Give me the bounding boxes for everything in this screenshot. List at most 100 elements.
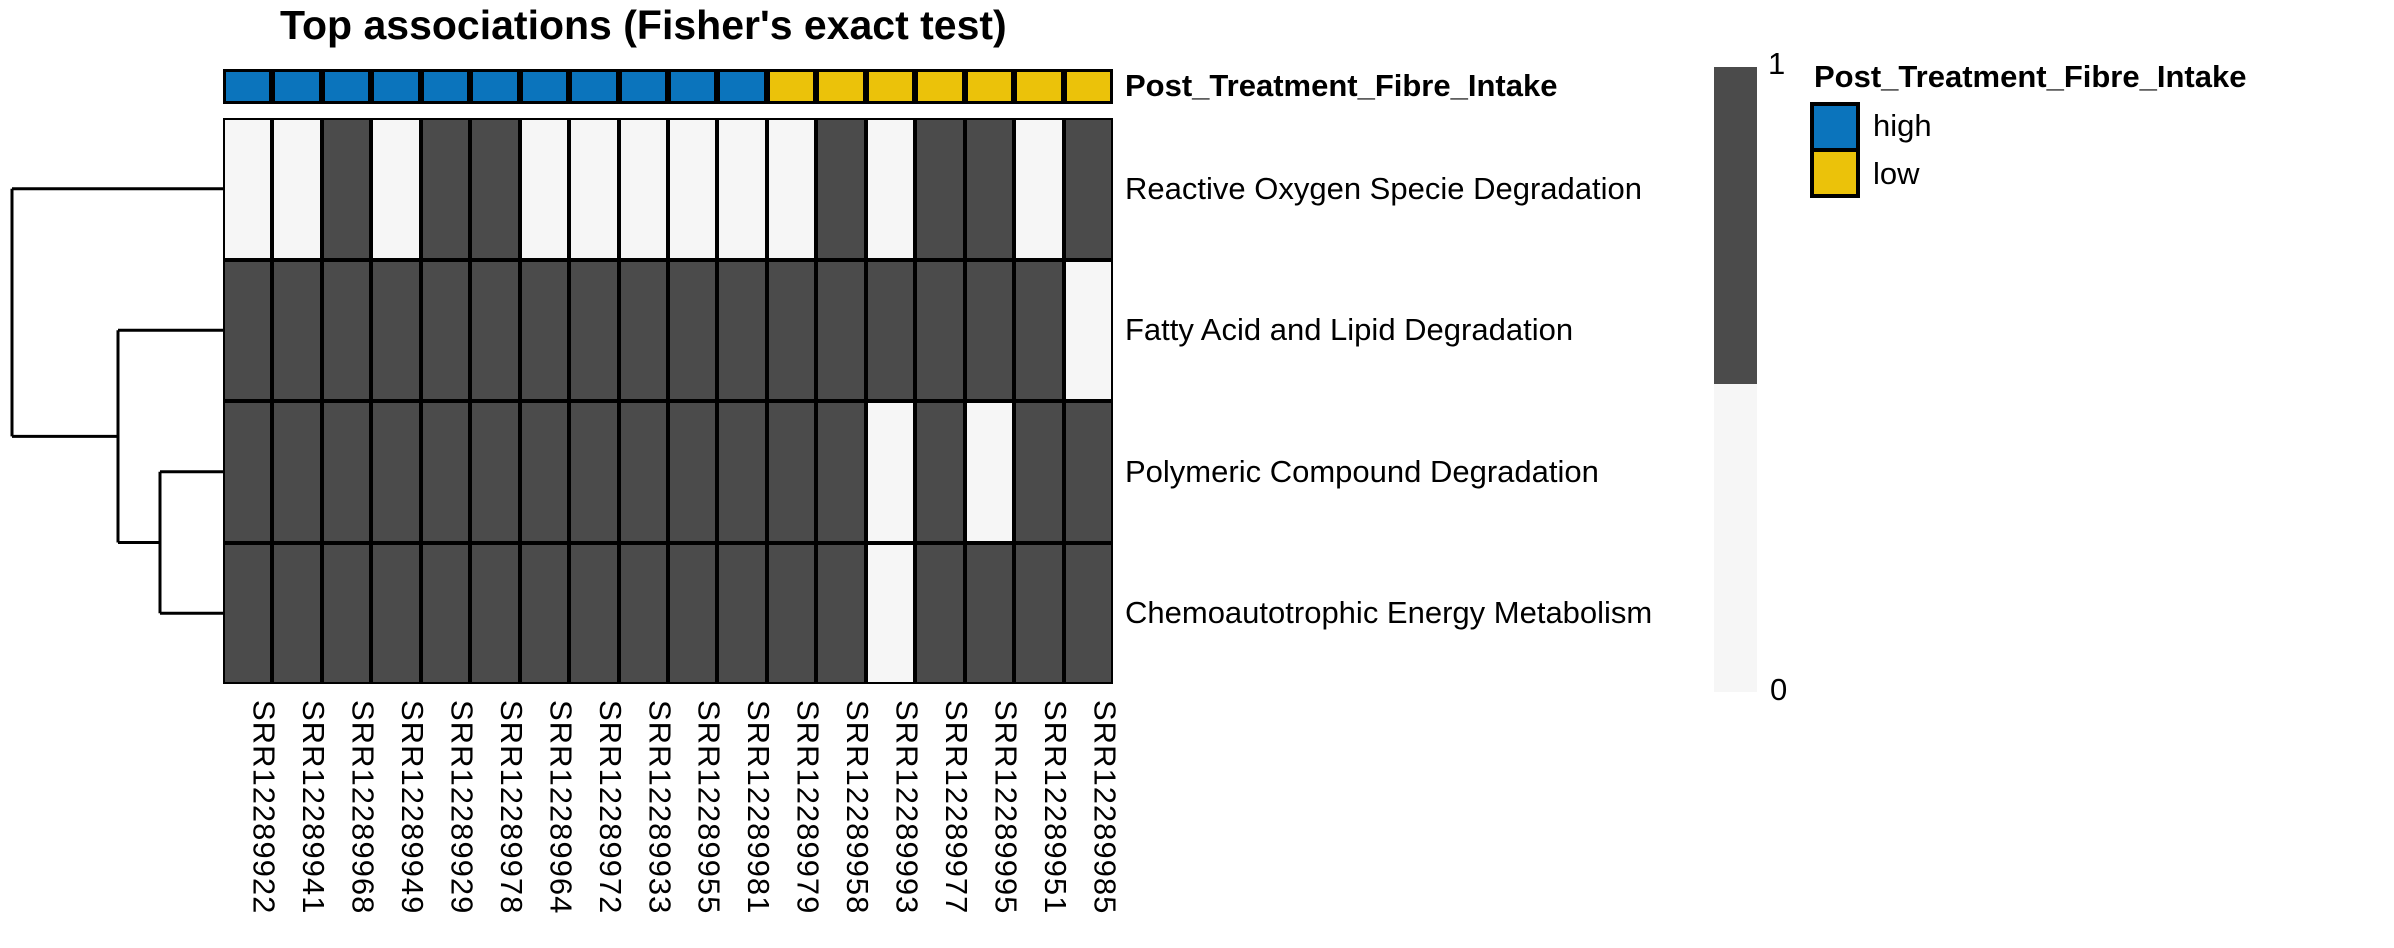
- heatmap-cell: [371, 401, 421, 543]
- annotation-cell-SRR12289933: [619, 69, 668, 104]
- annotation-cell-SRR12289981: [717, 69, 767, 104]
- heatmap-cell: [717, 118, 767, 260]
- heatmap-cell: [866, 543, 915, 684]
- annotation-cell-SRR12289949: [371, 69, 421, 104]
- heatmap-cell: [1064, 118, 1113, 260]
- heatmap-cell: [569, 543, 619, 684]
- row-label: Reactive Oxygen Specie Degradation: [1125, 170, 1642, 206]
- legend-label-low: low: [1873, 156, 1920, 191]
- value-legend-max-label: 1: [1768, 46, 1786, 81]
- column-label: SRR12289979: [790, 700, 826, 915]
- chart-title: Top associations (Fisher's exact test): [280, 2, 1007, 48]
- column-label: SRR12289929: [444, 700, 480, 915]
- heatmap-cell: [569, 401, 619, 543]
- heatmap-cell: [915, 401, 965, 543]
- annotation-cell-SRR12289985: [1064, 69, 1113, 104]
- heatmap-cell: [223, 260, 272, 401]
- heatmap-cell: [767, 401, 816, 543]
- annotation-cell-SRR12289968: [322, 69, 371, 104]
- legend-swatch-low: [1814, 152, 1856, 194]
- heatmap-cell: [520, 118, 569, 260]
- heatmap-cell: [1014, 543, 1064, 684]
- heatmap-cell: [371, 543, 421, 684]
- column-label: SRR12289922: [246, 700, 282, 915]
- row-label: Fatty Acid and Lipid Degradation: [1125, 312, 1574, 348]
- heatmap-cell: [668, 543, 717, 684]
- heatmap-cell: [1064, 543, 1113, 684]
- annotation-cell-SRR12289972: [569, 69, 619, 104]
- heatmap-cell: [520, 401, 569, 543]
- heatmap-cell: [717, 260, 767, 401]
- heatmap-cell: [965, 543, 1014, 684]
- heatmap-cell: [915, 543, 965, 684]
- heatmap-cell: [470, 543, 520, 684]
- column-annotation-label: Post_Treatment_Fibre_Intake: [1125, 68, 1558, 103]
- heatmap-cell: [619, 543, 668, 684]
- heatmap-cell: [965, 260, 1014, 401]
- annotation-cell-SRR12289964: [520, 69, 569, 104]
- column-label: SRR12289993: [889, 700, 925, 915]
- column-label: SRR12289995: [988, 700, 1024, 915]
- heatmap-cell: [1014, 401, 1064, 543]
- column-label: SRR12289933: [642, 700, 678, 915]
- column-label: SRR12289958: [840, 700, 876, 915]
- heatmap-cell: [866, 260, 915, 401]
- heatmap-cell: [668, 260, 717, 401]
- column-label: SRR12289951: [1037, 700, 1073, 915]
- value-legend-bar-low: [1714, 384, 1757, 692]
- heatmap-cell: [866, 401, 915, 543]
- column-label: SRR12289941: [296, 700, 332, 915]
- heatmap-cell: [470, 118, 520, 260]
- heatmap-cell: [1064, 260, 1113, 401]
- heatmap-cell: [272, 260, 322, 401]
- heatmap-cell: [322, 260, 371, 401]
- heatmap-cell: [767, 260, 816, 401]
- annotation-cell-SRR12289977: [915, 69, 965, 104]
- heatmap-cell: [668, 118, 717, 260]
- heatmap-cell: [421, 543, 470, 684]
- heatmap-cell: [520, 260, 569, 401]
- heatmap-cell: [965, 118, 1014, 260]
- heatmap-cell: [1014, 118, 1064, 260]
- heatmap-cell: [619, 118, 668, 260]
- annotation-cell-SRR12289929: [421, 69, 470, 104]
- heatmap-cell: [668, 401, 717, 543]
- heatmap-cell: [421, 401, 470, 543]
- column-label: SRR12289981: [741, 700, 777, 915]
- heatmap-cell: [866, 118, 915, 260]
- heatmap-cell: [569, 118, 619, 260]
- heatmap-cell: [272, 118, 322, 260]
- heatmap-cell: [915, 118, 965, 260]
- heatmap-cell: [371, 260, 421, 401]
- heatmap-cell: [816, 118, 866, 260]
- heatmap-cell: [717, 543, 767, 684]
- annotation-legend-swatches: [1810, 102, 1860, 198]
- column-label: SRR12289964: [543, 700, 579, 915]
- value-legend-bar-high: [1714, 67, 1757, 384]
- legend-label-high: high: [1873, 108, 1932, 143]
- row-dendrogram: [10, 187, 223, 615]
- column-label: SRR12289949: [395, 700, 431, 915]
- annotation-cell-SRR12289958: [816, 69, 866, 104]
- heatmap-cell: [223, 401, 272, 543]
- heatmap-cell: [816, 543, 866, 684]
- heatmap-cell: [1064, 401, 1113, 543]
- column-label: SRR12289968: [345, 700, 381, 915]
- heatmap-cell: [520, 543, 569, 684]
- column-label: SRR12289978: [493, 700, 529, 915]
- value-legend-min-label: 0: [1770, 672, 1788, 707]
- heatmap-cell: [767, 543, 816, 684]
- heatmap-cell: [470, 401, 520, 543]
- heatmap-cell: [717, 401, 767, 543]
- heatmap-cell: [421, 260, 470, 401]
- row-label: Chemoautotrophic Energy Metabolism: [1125, 595, 1653, 631]
- annotation-cell-SRR12289978: [470, 69, 520, 104]
- heatmap-cell: [223, 118, 272, 260]
- legend-swatch-high: [1814, 106, 1856, 148]
- heatmap-cell: [1014, 260, 1064, 401]
- heatmap-cell: [915, 260, 965, 401]
- heatmap-cell: [816, 401, 866, 543]
- annotation-cell-SRR12289979: [767, 69, 816, 104]
- row-label: Polymeric Compound Degradation: [1125, 453, 1599, 489]
